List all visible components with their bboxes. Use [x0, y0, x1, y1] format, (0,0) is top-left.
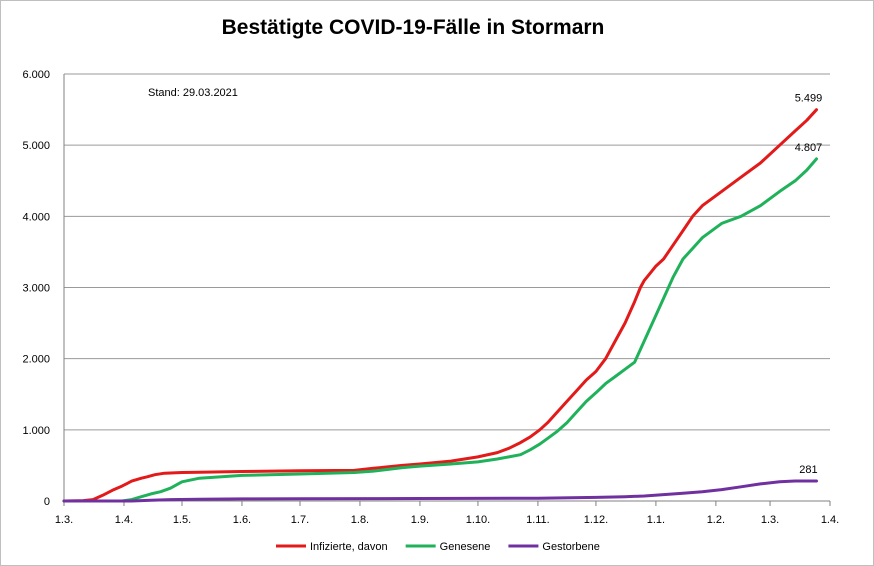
- axes: [63, 74, 831, 506]
- x-axis-tick-labels: 1.3. 1.4. 1.5. 1.6. 1.7. 1.8. 1.9. 1.10. 1.11. 1.…: [55, 514, 839, 526]
- gridlines: [64, 73, 830, 431]
- series-line-2: [62, 157, 818, 503]
- y-axis-tick-labels: 0 1.000 2.000 3.000 4.000 5.000 6.000: [22, 69, 50, 508]
- y-tick-label: 6.000: [22, 69, 50, 81]
- legend-label: Infizierte, davon: [310, 541, 388, 553]
- legend: Infizierte, davon Genesene Gestorbene: [276, 541, 600, 553]
- x-tick-label: 1.1.: [647, 514, 665, 526]
- stand-date-annotation: Stand: 29.03.2021: [148, 87, 238, 99]
- end-value-label: 5.499: [795, 93, 823, 105]
- x-tick-label: 1.6.: [233, 514, 251, 526]
- y-tick-label: 3.000: [22, 283, 50, 295]
- y-tick-label: 5.000: [22, 140, 50, 152]
- x-tick-label: 1.3.: [55, 514, 73, 526]
- series-line-3: [62, 479, 818, 503]
- x-tick-label: 1.3.: [761, 514, 779, 526]
- x-tick-label: 1.10.: [466, 514, 490, 526]
- end-value-label: 281: [799, 464, 817, 476]
- x-tick-label: 1.7.: [291, 514, 309, 526]
- x-tick-label: 1.11.: [526, 514, 550, 526]
- legend-label: Gestorbene: [542, 541, 599, 553]
- x-tick-label: 1.8.: [351, 514, 369, 526]
- x-tick-label: 1.2.: [707, 514, 725, 526]
- y-tick-label: 1.000: [22, 425, 50, 437]
- end-value-label: 4.807: [795, 142, 823, 154]
- x-tick-label: 1.9.: [411, 514, 429, 526]
- chart-title: Bestätigte COVID-19-Fälle in Stormarn: [222, 16, 605, 39]
- legend-label: Genesene: [440, 541, 491, 553]
- x-tick-label: 1.12.: [584, 514, 608, 526]
- series-lines: [62, 108, 818, 503]
- end-value-labels: 5.499 4.807 281: [795, 93, 823, 476]
- x-tick-label: 1.4.: [821, 514, 839, 526]
- y-tick-label: 2.000: [22, 354, 50, 366]
- x-tick-label: 1.5.: [173, 514, 191, 526]
- x-tick-label: 1.4.: [115, 514, 133, 526]
- y-tick-label: 4.000: [22, 211, 50, 223]
- y-tick-label: 0: [44, 496, 50, 508]
- series-line-1: [62, 108, 818, 503]
